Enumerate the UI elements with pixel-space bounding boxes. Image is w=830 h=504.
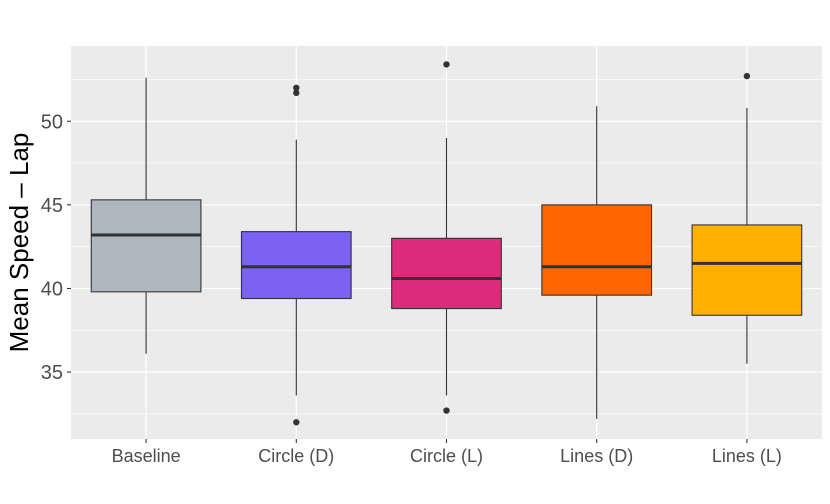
outlier-point	[443, 61, 450, 68]
x-tick-label: Lines (D)	[560, 446, 633, 466]
y-tick-label: 35	[41, 362, 63, 384]
outlier-point	[743, 72, 751, 80]
y-tick-label: 40	[41, 278, 63, 300]
boxes-layer	[90, 61, 803, 426]
outlier-point	[443, 407, 450, 414]
box-body	[240, 231, 352, 300]
box-body	[391, 237, 502, 310]
outlier-point	[293, 89, 300, 97]
x-tick-label: Baseline	[112, 446, 181, 466]
box-lines-l	[691, 72, 803, 364]
box-lines-d	[541, 106, 653, 419]
outlier-point	[293, 419, 300, 426]
box-body	[691, 224, 803, 316]
box-baseline	[90, 77, 202, 354]
box-circle-d	[240, 84, 352, 426]
y-axis-title: Mean Speed – Lap	[4, 133, 34, 353]
box-circle-l	[391, 61, 502, 414]
x-axis-ticks: Baseline Circle (D) Circle (L) Lines (D) Lin…	[112, 439, 782, 466]
y-tick-label: 50	[41, 111, 63, 133]
y-tick-label: 45	[41, 195, 63, 217]
x-tick-label: Lines (L)	[712, 446, 782, 466]
box-body	[90, 199, 202, 293]
x-tick-label: Circle (D)	[258, 446, 334, 466]
x-tick-label: Circle (L)	[410, 446, 483, 466]
y-axis-ticks: 35 40 45 50	[41, 111, 71, 384]
box-body	[541, 204, 653, 296]
outlier-point	[293, 84, 300, 92]
